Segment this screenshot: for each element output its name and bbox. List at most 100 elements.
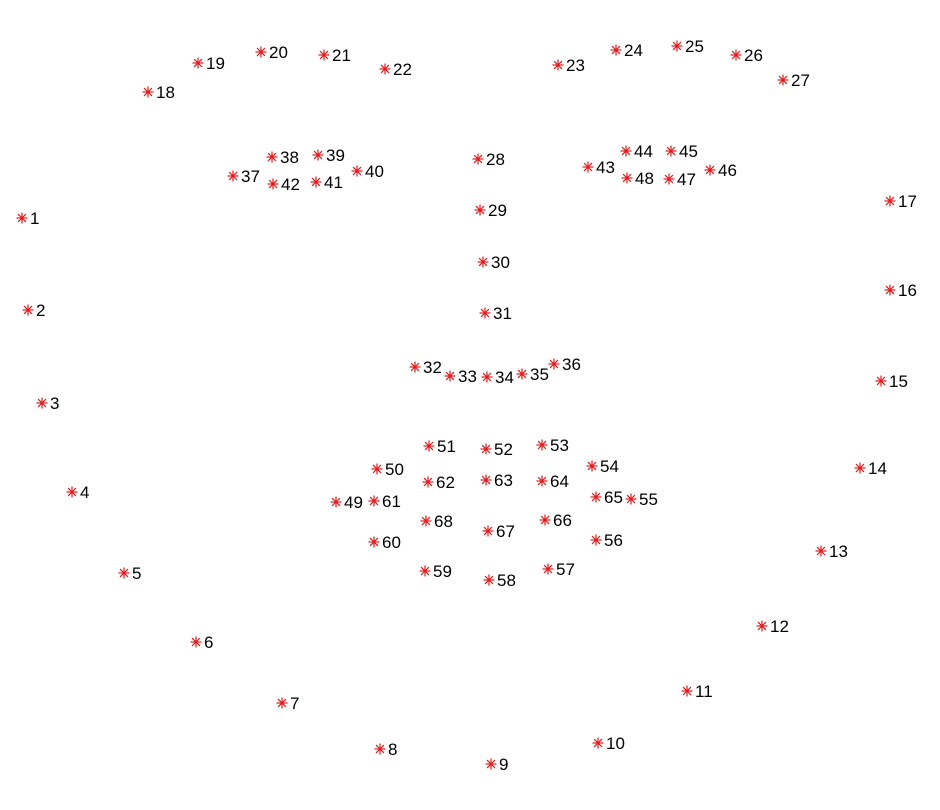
asterisk-marker-icon (379, 63, 391, 75)
asterisk-marker-icon (472, 153, 484, 165)
asterisk-marker-icon (66, 486, 78, 498)
landmark-16: 16 (884, 281, 917, 300)
landmark-label: 64 (550, 472, 569, 491)
landmark-4: 4 (66, 483, 89, 502)
landmark-label: 41 (324, 173, 343, 192)
landmark-label: 43 (596, 158, 615, 177)
landmark-label: 12 (770, 617, 789, 636)
asterisk-marker-icon (312, 149, 324, 161)
asterisk-marker-icon (419, 565, 431, 577)
landmark-label: 2 (36, 301, 45, 320)
landmark-29: 29 (474, 201, 507, 220)
landmark-label: 28 (486, 150, 505, 169)
landmark-50: 50 (371, 460, 404, 479)
asterisk-marker-icon (539, 514, 551, 526)
landmark-label: 26 (744, 46, 763, 65)
asterisk-marker-icon (620, 145, 632, 157)
landmark-label: 65 (604, 488, 623, 507)
landmark-label: 47 (677, 170, 696, 189)
landmark-10: 10 (592, 734, 625, 753)
landmark-label: 56 (604, 531, 623, 550)
landmark-label: 21 (332, 46, 351, 65)
landmark-label: 3 (50, 394, 59, 413)
asterisk-marker-icon (548, 358, 560, 370)
landmark-label: 29 (488, 201, 507, 220)
landmark-34: 34 (481, 368, 514, 387)
landmark-label: 1 (30, 209, 39, 228)
asterisk-marker-icon (590, 491, 602, 503)
asterisk-marker-icon (22, 304, 34, 316)
asterisk-marker-icon (875, 375, 887, 387)
landmark-21: 21 (318, 46, 351, 65)
asterisk-marker-icon (480, 443, 492, 455)
asterisk-marker-icon (854, 462, 866, 474)
asterisk-marker-icon (409, 361, 421, 373)
landmark-14: 14 (854, 459, 887, 478)
landmark-58: 58 (483, 571, 516, 590)
landmark-55: 55 (625, 490, 658, 509)
asterisk-marker-icon (482, 525, 494, 537)
landmark-label: 46 (718, 161, 737, 180)
landmark-12: 12 (756, 617, 789, 636)
landmark-41: 41 (310, 173, 343, 192)
asterisk-marker-icon (444, 370, 456, 382)
landmark-35: 35 (516, 365, 549, 384)
landmark-label: 37 (241, 167, 260, 186)
landmark-label: 44 (634, 142, 653, 161)
landmark-label: 57 (556, 560, 575, 579)
landmark-30: 30 (477, 253, 510, 272)
landmark-label: 45 (679, 142, 698, 161)
landmark-label: 11 (695, 682, 713, 701)
landmark-53: 53 (536, 436, 569, 455)
landmark-label: 20 (269, 43, 288, 62)
landmark-48: 48 (621, 169, 654, 188)
asterisk-marker-icon (36, 397, 48, 409)
asterisk-marker-icon (483, 574, 495, 586)
asterisk-marker-icon (536, 439, 548, 451)
asterisk-marker-icon (227, 170, 239, 182)
landmark-label: 49 (344, 493, 363, 512)
asterisk-marker-icon (371, 463, 383, 475)
landmark-57: 57 (542, 560, 575, 579)
asterisk-marker-icon (536, 475, 548, 487)
landmark-13: 13 (815, 542, 848, 561)
landmark-17: 17 (884, 192, 917, 211)
asterisk-marker-icon (777, 74, 789, 86)
asterisk-marker-icon (266, 151, 278, 163)
landmark-27: 27 (777, 71, 810, 90)
landmark-label: 23 (566, 56, 585, 75)
landmark-26: 26 (730, 46, 763, 65)
landmark-39: 39 (312, 146, 345, 165)
landmark-62: 62 (422, 473, 455, 492)
landmark-label: 25 (685, 37, 704, 56)
asterisk-marker-icon (756, 620, 768, 632)
asterisk-marker-icon (621, 172, 633, 184)
landmark-37: 37 (227, 167, 260, 186)
asterisk-marker-icon (884, 195, 896, 207)
asterisk-marker-icon (485, 758, 497, 770)
landmark-25: 25 (671, 37, 704, 56)
landmark-54: 54 (586, 457, 619, 476)
asterisk-marker-icon (422, 476, 434, 488)
asterisk-marker-icon (118, 567, 130, 579)
asterisk-marker-icon (663, 173, 675, 185)
landmark-23: 23 (552, 56, 585, 75)
landmark-label: 22 (393, 60, 412, 79)
landmark-38: 38 (266, 148, 299, 167)
landmark-label: 33 (458, 367, 477, 386)
landmark-42: 42 (267, 175, 300, 194)
landmark-32: 32 (409, 358, 442, 377)
landmark-label: 53 (550, 436, 569, 455)
landmark-label: 7 (290, 694, 299, 713)
asterisk-marker-icon (420, 515, 432, 527)
asterisk-marker-icon (516, 368, 528, 380)
landmark-label: 48 (635, 169, 654, 188)
landmark-28: 28 (472, 150, 505, 169)
landmark-1: 1 (16, 209, 39, 228)
landmark-56: 56 (590, 531, 623, 550)
landmark-label: 58 (497, 571, 516, 590)
asterisk-marker-icon (479, 307, 491, 319)
landmark-11: 11 (681, 682, 713, 701)
asterisk-marker-icon (267, 178, 279, 190)
